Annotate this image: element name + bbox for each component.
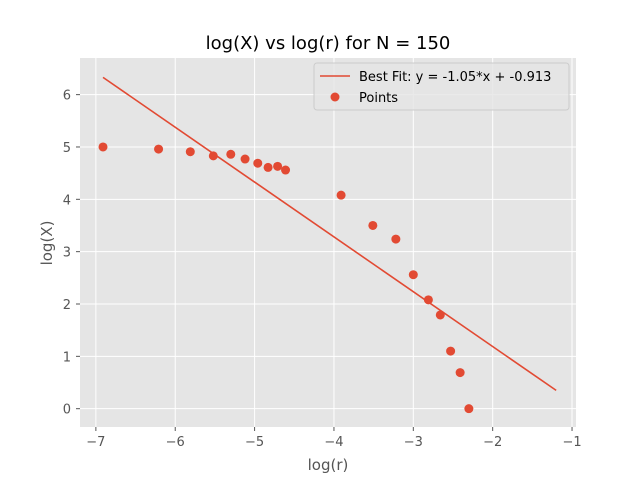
data-point — [423, 295, 433, 305]
data-point — [273, 161, 283, 171]
data-point — [368, 220, 378, 230]
legend-label-points: Points — [359, 91, 398, 106]
legend-label-best-fit: Best Fit: y = -1.05*x + -0.913 — [359, 70, 551, 85]
best-fit-line — [102, 76, 557, 392]
y-tick-label: 2 — [63, 298, 71, 313]
x-tick-label: −6 — [166, 435, 185, 450]
data-point — [455, 368, 465, 378]
chart-title: log(X) vs log(r) for N = 150 — [206, 33, 451, 54]
axis-ticks: −7 −6 −5 −4 −3 −2 −1 0 1 2 3 4 5 6 — [63, 89, 582, 450]
data-point — [281, 165, 291, 175]
x-tick-label: −3 — [404, 435, 423, 450]
data-point — [336, 190, 346, 200]
data-point — [208, 151, 218, 161]
y-tick-label: 1 — [63, 350, 71, 365]
x-tick-label: −7 — [86, 435, 105, 450]
y-tick-label: 5 — [63, 141, 71, 156]
data-point — [446, 346, 456, 356]
y-tick-label: 6 — [63, 89, 71, 104]
x-tick-label: −5 — [245, 435, 264, 450]
x-tick-label: −4 — [324, 435, 343, 450]
data-point — [253, 158, 263, 168]
x-tick-label: −2 — [483, 435, 502, 450]
legend-marker-swatch — [330, 92, 340, 102]
data-point — [98, 142, 108, 152]
data-point — [435, 310, 445, 320]
data-point — [154, 144, 164, 154]
data-point — [263, 162, 273, 172]
legend: Best Fit: y = -1.05*x + -0.913 Points — [313, 62, 570, 111]
legend-box — [313, 62, 570, 111]
data-point — [185, 147, 195, 157]
data-point — [408, 270, 418, 280]
data-point — [240, 154, 250, 164]
series-layer — [98, 76, 557, 414]
y-tick-label: 0 — [63, 403, 71, 418]
x-tick-label: −1 — [562, 435, 581, 450]
data-point — [391, 234, 401, 244]
y-axis-label: log(X) — [38, 221, 56, 266]
y-tick-label: 4 — [63, 193, 71, 208]
y-tick-label: 3 — [63, 246, 71, 261]
data-point — [464, 404, 474, 414]
x-axis-label: log(r) — [308, 456, 349, 474]
data-point — [226, 149, 236, 159]
